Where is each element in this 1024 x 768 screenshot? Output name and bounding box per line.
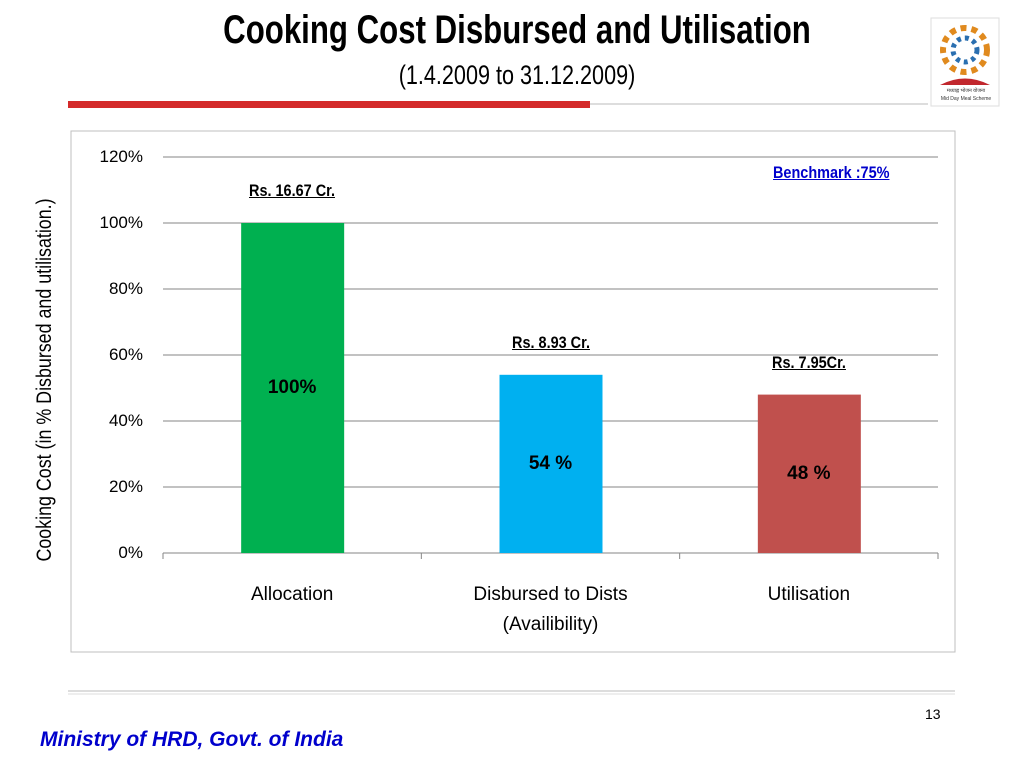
title-rule (68, 101, 590, 108)
logo-text: मध्याह्न भोजन योजना (946, 88, 986, 94)
chart-frame (70, 130, 956, 653)
benchmark-note: Benchmark :75% (773, 163, 890, 182)
bar-annotation: Rs. 7.95Cr. (771, 352, 846, 372)
y-tick-label: 120% (99, 147, 143, 166)
x-tick-label: Disbursed to Dists (Availibility) (473, 584, 628, 635)
x-tick-label: Allocation (250, 584, 334, 605)
y-tick-label: 100% (99, 213, 143, 232)
bar (499, 374, 603, 553)
y-tick-label: 60% (108, 345, 143, 364)
slide-title: Cooking Cost Disbursed and Utilisation (223, 8, 811, 52)
logo-text: Mid Day Meal Scheme (940, 96, 992, 102)
footer: Ministry of HRD, Govt. of India (40, 728, 344, 751)
bar-annotation: Rs. 16.67 Cr. (249, 181, 336, 200)
logo (930, 17, 1000, 107)
x-tick-label: Utilisation (767, 584, 851, 605)
value-label: 48 % (787, 462, 831, 484)
bar-annotation: Rs. 8.93 Cr. (511, 332, 590, 352)
y-tick-label: 0% (118, 543, 143, 562)
y-tick-label: 20% (108, 477, 143, 496)
page-number: 13 (925, 706, 941, 722)
value-label: 54 % (528, 452, 573, 474)
bar (241, 223, 345, 553)
y-tick-label: 80% (108, 279, 143, 298)
value-label: 100% (267, 377, 317, 398)
y-axis-label: Cooking Cost (in % Disbursed and utilisa… (33, 198, 56, 562)
slide-subtitle: (1.4.2009 to 31.12.2009) (398, 60, 636, 90)
bar (757, 394, 861, 553)
y-tick-label: 40% (108, 411, 143, 430)
